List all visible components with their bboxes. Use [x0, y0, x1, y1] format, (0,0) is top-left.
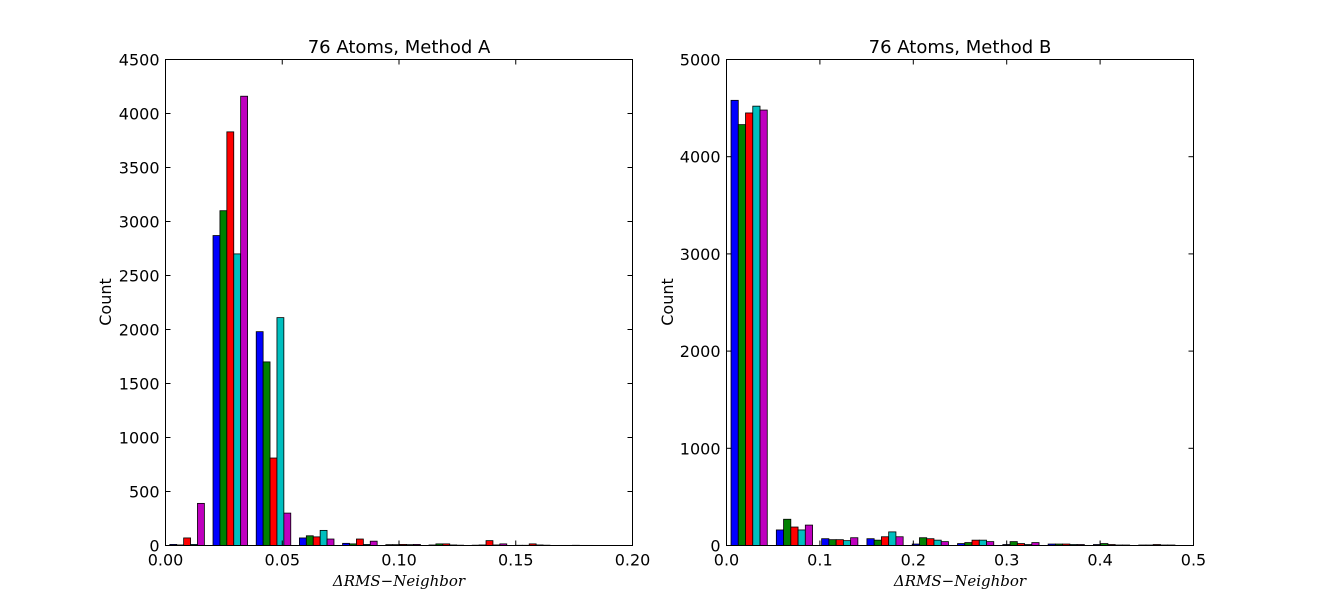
y-tick-label: 1000 [119, 429, 160, 448]
histogram-bar [797, 529, 806, 546]
histogram-bar [933, 539, 942, 546]
x-tick-label: 0.0 [714, 551, 739, 570]
y-tick-label: 3000 [119, 213, 160, 232]
x-axis-label: ΔRMS−Neighbor [332, 572, 466, 590]
ticks-group: 0.00 0.05 0.10 0.15 0.20 0 500 1000 1500 2000 2500… [119, 51, 651, 570]
histogram-bar [369, 540, 378, 546]
y-tick-label: 4000 [680, 148, 721, 167]
histogram-bar [183, 537, 191, 546]
y-tick-label: 0 [149, 537, 159, 556]
histogram-bar [821, 538, 830, 546]
histogram-bar [775, 529, 784, 546]
histogram-bar [745, 112, 754, 546]
ticks-group: 0.0 0.1 0.2 0.3 0.4 0.5 0 1000 2000 3000 4000 5000 [680, 51, 1206, 570]
y-axis-label: Count [96, 278, 115, 326]
x-tick-label: 0.15 [498, 551, 534, 570]
y-tick-label: 0 [710, 537, 720, 556]
histogram-bar [842, 540, 852, 546]
histogram-bar [219, 210, 228, 546]
x-tick-label: 0.1 [807, 551, 832, 570]
histogram-bar [835, 539, 844, 546]
histogram-bar [783, 518, 792, 546]
y-tick-label: 4500 [119, 51, 160, 70]
histogram-bar [305, 535, 314, 546]
histogram-bar [240, 95, 248, 546]
x-tick-label: 0.5 [1181, 551, 1206, 570]
histogram-bar [485, 540, 494, 546]
chart-method-a: 76 Atoms, Method A 0.00 0.05 0.10 0.15 0.200… [96, 37, 650, 590]
histogram-bar [233, 253, 242, 546]
histogram-bar [919, 537, 928, 546]
histogram-bar [262, 361, 271, 546]
y-tick-label: 1500 [119, 375, 160, 394]
histogram-bar [326, 538, 335, 546]
bars-group [169, 95, 594, 546]
x-tick-label: 0.4 [1087, 551, 1112, 570]
histogram-bar [276, 317, 285, 546]
plot-frame [726, 59, 1194, 546]
bars-group [730, 99, 1176, 546]
histogram-bar [873, 539, 882, 546]
histogram-bar [940, 541, 949, 546]
histogram-bar [926, 538, 935, 546]
histogram-bar [986, 541, 995, 546]
histogram-bar [790, 526, 799, 546]
histogram-bar [881, 536, 890, 546]
y-tick-label: 1000 [680, 439, 721, 458]
histogram-bar [312, 536, 321, 546]
histogram-bar [197, 502, 205, 546]
x-tick-label: 0.10 [381, 551, 417, 570]
y-tick-label: 2000 [680, 342, 721, 361]
y-tick-label: 4000 [119, 105, 160, 124]
y-axis-label: Count [658, 278, 677, 326]
histogram-bar [269, 457, 278, 546]
histogram-bar [971, 539, 980, 546]
histogram-bar [737, 124, 746, 546]
histogram-bar [299, 537, 307, 546]
histogram-bar [255, 331, 264, 546]
histogram-bar [752, 105, 761, 546]
x-tick-label: 0.20 [615, 551, 651, 570]
histogram-bar [226, 131, 235, 546]
chart-title: 76 Atoms, Method B [869, 37, 1052, 58]
histogram-bar [759, 109, 768, 546]
x-tick-label: 0.05 [264, 551, 300, 570]
histogram-bar [888, 531, 897, 546]
y-tick-label: 3000 [680, 245, 721, 264]
histogram-bar [212, 235, 221, 546]
y-tick-label: 3500 [119, 159, 160, 178]
histogram-bar [356, 538, 364, 546]
histogram-bar [319, 529, 328, 546]
x-axis-label: ΔRMS−Neighbor [893, 572, 1027, 590]
y-tick-label: 2000 [119, 321, 160, 340]
histogram-bar [1009, 541, 1018, 546]
histogram-bar [978, 539, 987, 546]
histogram-bar [730, 99, 739, 546]
x-tick-label: 0.2 [901, 551, 926, 570]
histogram-bar [866, 538, 875, 546]
chart-title: 76 Atoms, Method A [308, 37, 491, 58]
histogram-bar [828, 539, 837, 546]
y-tick-label: 2500 [119, 267, 160, 286]
y-tick-label: 5000 [680, 51, 721, 70]
histogram-bar [283, 512, 292, 546]
histogram-bar [850, 537, 859, 546]
y-tick-label: 500 [129, 483, 160, 502]
x-tick-label: 0.3 [994, 551, 1019, 570]
x-tick-label: 0.00 [148, 551, 184, 570]
histogram-bar [804, 524, 813, 546]
chart-method-b: 76 Atoms, Method B 0.0 0.1 0.2 0.3 0.4 0.5 0 10… [658, 37, 1206, 590]
histogram-bar [895, 536, 904, 546]
